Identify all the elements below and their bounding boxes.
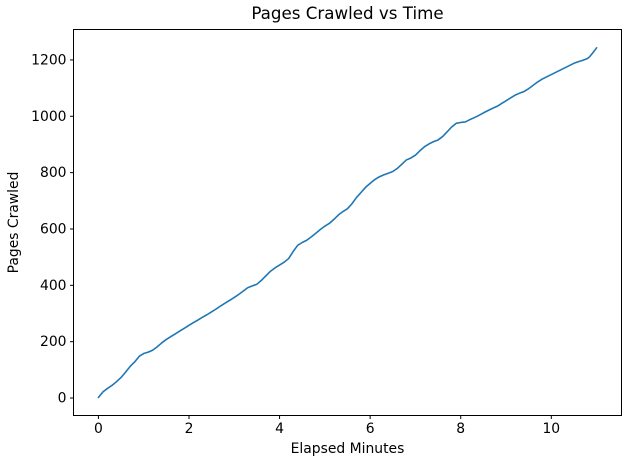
y-tick-label: 400 (40, 278, 67, 294)
chart-title: Pages Crawled vs Time (251, 3, 443, 23)
y-tick-label: 1200 (31, 52, 66, 68)
y-tick-label: 600 (40, 221, 67, 237)
axes-spines (73, 29, 622, 416)
series-layer (97, 47, 598, 399)
plot-area (73, 29, 622, 416)
y-axis-label: Pages Crawled (6, 172, 22, 274)
y-tick-label: 800 (40, 165, 67, 181)
x-tick-label: 10 (542, 421, 560, 437)
y-tick-label: 1000 (31, 109, 66, 125)
x-tick-label: 8 (456, 421, 465, 437)
x-tick-label: 0 (94, 421, 103, 437)
y-tick-label: 200 (40, 334, 67, 350)
y-tick-label: 0 (58, 391, 67, 407)
x-tick-label: 4 (275, 421, 284, 437)
data-line (97, 47, 598, 399)
x-axis-label: Elapsed Minutes (291, 441, 405, 457)
axes-layer: 0 2 4 6 8 10 0 200 400 600 800 1000 1200 (31, 52, 560, 437)
x-tick-label: 6 (366, 421, 375, 437)
x-tick-label: 2 (185, 421, 194, 437)
